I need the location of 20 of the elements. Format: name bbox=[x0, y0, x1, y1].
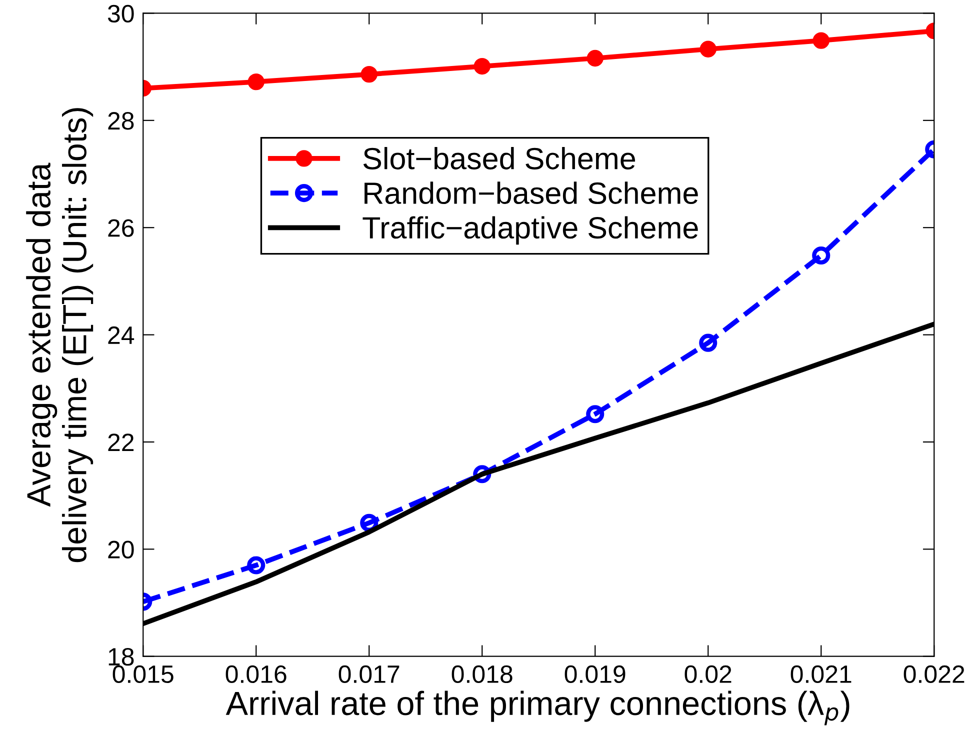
y-axis-title: Average extended data delivery time (E[T]) (Unit: slots) bbox=[26, 108, 94, 562]
y-tick-label: 30 bbox=[108, 4, 134, 23]
x-tick-label: 0.018 bbox=[452, 665, 512, 684]
x-tick-label: 0.017 bbox=[338, 665, 400, 684]
x-tick-label: 0.016 bbox=[226, 665, 286, 684]
x-tick-label: 0.02 bbox=[684, 665, 732, 684]
y-tick-label: 18 bbox=[108, 648, 134, 666]
y-tick-label: 24 bbox=[108, 326, 134, 344]
x-tick-label: 0.022 bbox=[904, 665, 964, 684]
legend-label: Slot−based Scheme bbox=[363, 147, 636, 170]
x-tick-label: 0.021 bbox=[790, 665, 852, 684]
y-tick-label: 26 bbox=[108, 219, 134, 237]
y-tick-label: 28 bbox=[108, 112, 134, 130]
x-axis-title: Arrival rate of the primary connections (λ$_{p}$) bbox=[226, 690, 850, 726]
x-tick-label: 0.015 bbox=[112, 665, 174, 684]
y-tick-label: 20 bbox=[108, 540, 134, 558]
legend-label: Random−based Scheme bbox=[364, 182, 698, 204]
x-tick-label: 0.019 bbox=[564, 665, 626, 684]
y-tick-label: 22 bbox=[108, 434, 134, 452]
legend-label: Traffic−adaptive Scheme bbox=[362, 216, 698, 245]
